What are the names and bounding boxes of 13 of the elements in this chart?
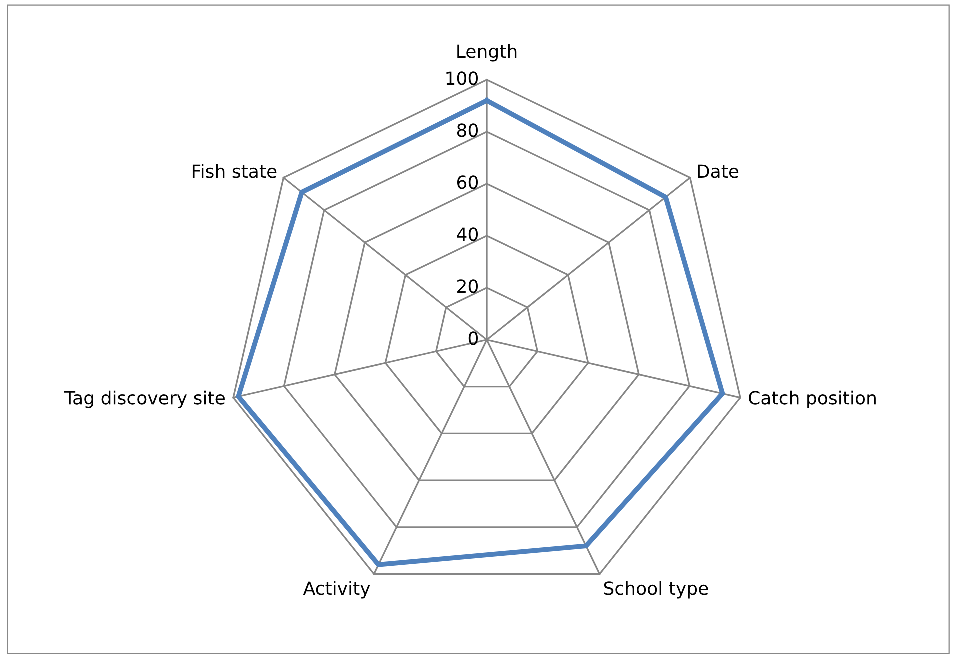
spoke-label: Activity xyxy=(303,581,370,599)
y-tick-label: 100 xyxy=(446,72,478,86)
spoke-label: Catch position xyxy=(749,390,876,408)
y-tick-label: 80 xyxy=(457,124,478,138)
spoke-label: Tag discovery site xyxy=(64,390,225,408)
y-tick-label: 40 xyxy=(457,228,478,242)
y-tick-label: 60 xyxy=(457,176,478,190)
y-tick-label: 20 xyxy=(458,280,478,294)
spoke-label: Fish state xyxy=(192,164,277,178)
spoke-label: Length xyxy=(458,44,517,62)
spoke-label: Date xyxy=(698,164,739,178)
y-tick-label: 0 xyxy=(468,332,478,346)
spoke-label: School type xyxy=(604,581,708,599)
